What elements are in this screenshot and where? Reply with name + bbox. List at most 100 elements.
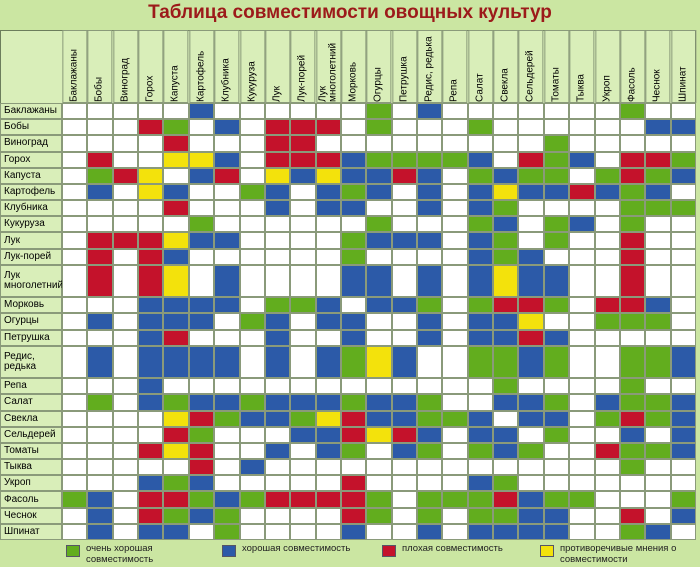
compat-cell bbox=[340, 442, 367, 460]
compat-cell bbox=[493, 507, 519, 524]
compat-cell bbox=[518, 442, 544, 460]
compat-cell bbox=[214, 378, 240, 395]
compat-cell bbox=[569, 410, 595, 427]
compat-cell bbox=[239, 167, 265, 184]
compat-cell bbox=[417, 103, 443, 120]
compat-cell bbox=[417, 523, 443, 540]
compat-cell bbox=[442, 151, 468, 168]
column-header: Тыква bbox=[569, 30, 595, 103]
compat-cell bbox=[619, 442, 646, 460]
compat-cell bbox=[112, 297, 139, 314]
compat-cell bbox=[518, 491, 544, 508]
compat-cell bbox=[518, 410, 544, 427]
compat-cell bbox=[518, 426, 544, 443]
compat-cell bbox=[391, 442, 418, 460]
compat-cell bbox=[290, 248, 316, 265]
compat-cell bbox=[163, 200, 189, 217]
compat-cell bbox=[62, 183, 88, 201]
row-header: Лук bbox=[0, 232, 62, 249]
column-header: Редис, редька bbox=[417, 30, 443, 103]
compat-cell bbox=[315, 442, 341, 460]
compat-cell bbox=[518, 248, 544, 265]
compat-cell bbox=[467, 167, 494, 184]
compat-cell bbox=[645, 442, 671, 460]
compat-cell bbox=[112, 119, 139, 136]
compat-cell bbox=[214, 119, 240, 136]
compat-cell bbox=[670, 329, 696, 346]
compat-cell bbox=[543, 216, 570, 233]
compat-cell bbox=[518, 297, 544, 314]
compat-cell bbox=[518, 475, 544, 492]
compat-cell bbox=[493, 119, 519, 136]
compat-cell bbox=[138, 378, 164, 395]
compat-cell bbox=[163, 410, 189, 427]
compat-cell bbox=[645, 232, 671, 249]
row-header: Капуста bbox=[0, 167, 62, 184]
compat-cell bbox=[62, 394, 88, 411]
compat-cell bbox=[62, 459, 88, 476]
compat-cell bbox=[366, 135, 392, 152]
compat-cell bbox=[366, 200, 392, 217]
compat-cell bbox=[493, 475, 519, 492]
compat-cell bbox=[138, 345, 164, 379]
compat-cell bbox=[543, 394, 570, 411]
compat-cell bbox=[594, 378, 620, 395]
compat-cell bbox=[340, 329, 367, 346]
compat-cell bbox=[62, 329, 88, 346]
compat-cell bbox=[518, 103, 544, 120]
compat-cell bbox=[417, 264, 443, 298]
compat-cell bbox=[87, 232, 113, 249]
compat-cell bbox=[518, 264, 544, 298]
compat-cell bbox=[239, 232, 265, 249]
compat-cell bbox=[239, 442, 265, 460]
compat-cell bbox=[467, 442, 494, 460]
compat-cell bbox=[87, 200, 113, 217]
compat-cell bbox=[543, 475, 570, 492]
compat-cell bbox=[467, 264, 494, 298]
compat-cell bbox=[670, 248, 696, 265]
compat-cell bbox=[467, 103, 494, 120]
compat-cell bbox=[315, 183, 341, 201]
compat-cell bbox=[315, 200, 341, 217]
compat-cell bbox=[670, 119, 696, 136]
compat-cell bbox=[569, 183, 595, 201]
compat-cell bbox=[264, 200, 291, 217]
compat-cell bbox=[112, 151, 139, 168]
compat-cell bbox=[493, 103, 519, 120]
compat-cell bbox=[619, 264, 646, 298]
compat-cell bbox=[417, 135, 443, 152]
compat-cell bbox=[138, 216, 164, 233]
compat-cell bbox=[163, 264, 189, 298]
compat-cell bbox=[163, 394, 189, 411]
compat-cell bbox=[188, 426, 215, 443]
compat-cell bbox=[645, 459, 671, 476]
compat-cell bbox=[594, 119, 620, 136]
compat-cell bbox=[340, 491, 367, 508]
compat-cell bbox=[518, 135, 544, 152]
compat-cell bbox=[366, 151, 392, 168]
compat-cell bbox=[467, 507, 494, 524]
compat-cell bbox=[112, 167, 139, 184]
compat-cell bbox=[239, 216, 265, 233]
compat-cell bbox=[87, 183, 113, 201]
row-header: Баклажаны bbox=[0, 103, 62, 120]
compat-cell bbox=[417, 491, 443, 508]
compat-cell bbox=[619, 329, 646, 346]
compat-cell bbox=[239, 200, 265, 217]
compat-cell bbox=[315, 459, 341, 476]
compat-cell bbox=[543, 151, 570, 168]
compat-cell bbox=[214, 151, 240, 168]
compat-cell bbox=[417, 167, 443, 184]
compat-cell bbox=[417, 410, 443, 427]
compat-cell bbox=[340, 507, 367, 524]
compat-cell bbox=[645, 183, 671, 201]
compat-cell bbox=[417, 119, 443, 136]
compat-cell bbox=[315, 410, 341, 427]
legend-label: хорошая совместимость bbox=[242, 543, 351, 554]
compat-cell bbox=[442, 183, 468, 201]
compat-cell bbox=[290, 329, 316, 346]
compat-cell bbox=[619, 378, 646, 395]
compat-cell bbox=[366, 119, 392, 136]
compat-cell bbox=[569, 200, 595, 217]
compat-cell bbox=[188, 378, 215, 395]
